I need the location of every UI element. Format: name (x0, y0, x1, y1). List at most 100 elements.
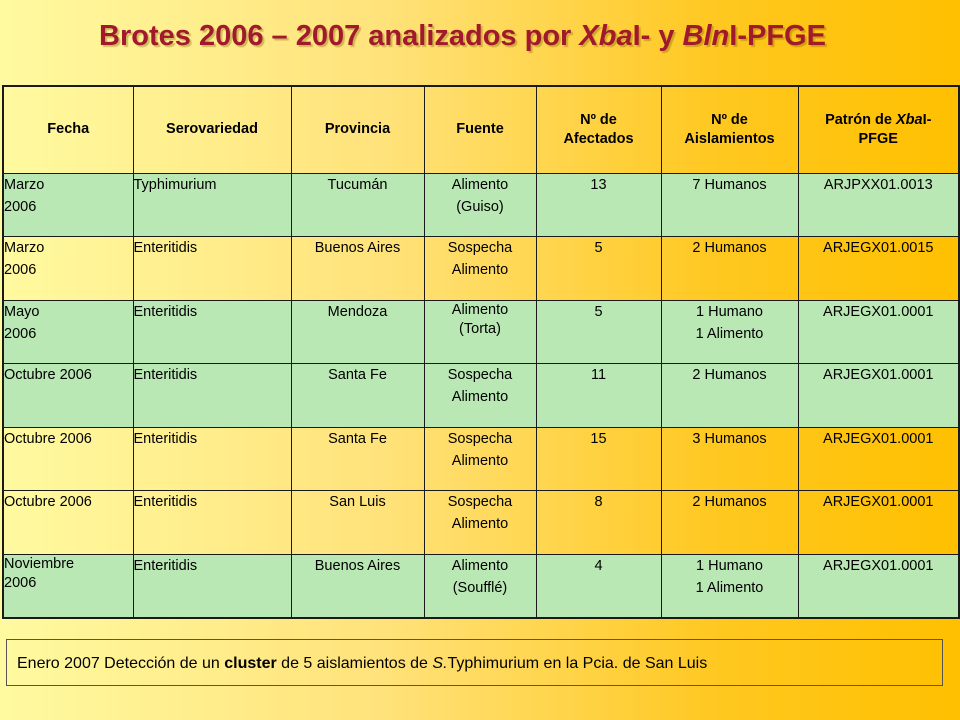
cell-text: Alimento (451, 301, 509, 318)
cell-patron: ARJEGX01.0015 (797, 236, 960, 301)
cell-text: Sospecha (447, 430, 513, 447)
cell-fecha: Marzo 2006 (2, 172, 134, 238)
cell-text: 2006 (4, 262, 37, 279)
cell-aislamientos: 2 Humanos (660, 236, 799, 301)
header-text: I- (922, 111, 932, 128)
cell-patron: ARJEGX01.0001 (797, 363, 960, 428)
table-row: Marzo 2006 Typhimurium Tucumán Alimento (G… (2, 172, 960, 238)
cell-text: 2006 (4, 574, 37, 591)
cell-fecha: Octubre 2006 (2, 426, 134, 492)
cell-aislamientos: 1 Humano 1 Alimento (660, 299, 799, 365)
table-row: Octubre 2006 Enteritidis Santa Fe Sospec… (2, 426, 960, 492)
header-text: Afectados (563, 130, 634, 147)
cell-serovariedad: Enteritidis (132, 490, 292, 555)
cell-aislamientos: 2 Humanos (660, 490, 799, 555)
table-row: Mayo 2006 Enteritidis Mendoza Alimento (To… (2, 299, 960, 365)
cell-patron: ARJEGX01.0001 (797, 490, 960, 555)
title-enzyme-xba: Xba (579, 20, 633, 52)
header-afectados: Nº de Afectados (535, 85, 662, 174)
cell-serovariedad: Enteritidis (132, 553, 292, 619)
cell-afectados: 5 (535, 299, 662, 365)
cell-fuente: Alimento (Guiso) (423, 172, 537, 238)
cell-text: Mayo (4, 303, 40, 320)
cell-serovariedad: Enteritidis (132, 363, 292, 428)
cell-fuente: Sospecha Alimento (423, 236, 537, 301)
title-text: I- y (632, 20, 683, 52)
cell-text: Marzo (4, 176, 45, 193)
cell-text: 1 Humano (696, 303, 763, 320)
cell-text: 2 Humanos (692, 494, 767, 511)
note-text-bold: cluster (224, 655, 277, 672)
cell-text: 1 Humano (696, 557, 763, 574)
cell-patron: ARJPXX01.0013 (797, 172, 960, 238)
header-serovariedad: Serovariedad (132, 85, 292, 174)
outbreaks-table: Fecha Serovariedad Provincia Fuente Nº d… (2, 85, 960, 619)
table-row: Noviembre 2006 Enteritidis Buenos Aires A… (2, 553, 960, 619)
note-text: Enero 2007 Detección de un (17, 655, 225, 672)
cell-aislamientos: 7 Humanos (660, 172, 799, 238)
header-aislamientos: Nº de Aislamientos (660, 85, 799, 174)
title-text: Brotes 2006 – 2007 analizados por (99, 20, 580, 52)
cell-text: 2006 (4, 198, 37, 215)
cell-patron: ARJEGX01.0001 (797, 426, 960, 492)
cell-text: Alimento (451, 262, 509, 279)
table-header-row: Fecha Serovariedad Provincia Fuente Nº d… (2, 85, 960, 174)
cell-serovariedad: Enteritidis (132, 426, 292, 492)
cell-text: Noviembre (4, 555, 75, 572)
cell-provincia: Mendoza (290, 299, 425, 365)
cluster-note: Enero 2007 Detección de un cluster de 5 … (6, 639, 943, 686)
cell-text: Alimento (451, 516, 509, 533)
note-text: Typhimurium en la Pcia. de San Luis (447, 655, 708, 672)
table-row: Marzo 2006 Enteritidis Buenos Aires Sospe… (2, 236, 960, 301)
cell-text: 1 Alimento (695, 579, 764, 596)
cell-serovariedad: Typhimurium (132, 172, 292, 238)
cell-fuente: Sospecha Alimento (423, 490, 537, 555)
cell-fecha: Octubre 2006 (2, 490, 134, 555)
cell-text: Sospecha (447, 240, 513, 257)
cell-provincia: Tucumán (290, 172, 425, 238)
cell-fuente: Alimento (Soufflé) (423, 553, 537, 619)
cell-text: (Soufflé) (452, 579, 508, 596)
cell-text: Alimento (451, 176, 509, 193)
cell-fecha: Octubre 2006 (2, 363, 134, 428)
title-text: I-PFGE (729, 20, 826, 52)
cell-text: 2 Humanos (692, 367, 767, 384)
table-row: Octubre 2006 Enteritidis Santa Fe Sospec… (2, 363, 960, 428)
cell-text: Sospecha (447, 367, 513, 384)
cell-text: Marzo (4, 240, 45, 257)
header-text: Aislamientos (684, 130, 775, 147)
header-text: Nº de (711, 111, 748, 128)
cell-provincia: Buenos Aires (290, 236, 425, 301)
header-text: Patrón de (825, 111, 896, 128)
cell-provincia: Santa Fe (290, 363, 425, 428)
cell-patron: ARJEGX01.0001 (797, 553, 960, 619)
cell-afectados: 11 (535, 363, 662, 428)
cell-afectados: 15 (535, 426, 662, 492)
header-text: Nº de (580, 111, 617, 128)
cell-fecha: Marzo 2006 (2, 236, 134, 301)
cell-text: Alimento (451, 452, 509, 469)
cell-provincia: Santa Fe (290, 426, 425, 492)
table-row: Octubre 2006 Enteritidis San Luis Sospec… (2, 490, 960, 555)
cell-aislamientos: 3 Humanos (660, 426, 799, 492)
cell-text: 2 Humanos (692, 240, 767, 257)
cell-provincia: San Luis (290, 490, 425, 555)
cell-afectados: 8 (535, 490, 662, 555)
cell-serovariedad: Enteritidis (132, 299, 292, 365)
cell-fuente: Sospecha Alimento (423, 426, 537, 492)
page-title: Brotes 2006 – 2007 analizados por XbaI- … (0, 20, 925, 53)
title-enzyme-bln: Bln (682, 20, 730, 52)
cell-text: 2006 (4, 325, 37, 342)
cell-text: Alimento (451, 557, 509, 574)
cell-fuente: Sospecha Alimento (423, 363, 537, 428)
cell-aislamientos: 2 Humanos (660, 363, 799, 428)
cell-fecha: Mayo 2006 (2, 299, 134, 365)
cell-afectados: 5 (535, 236, 662, 301)
note-text-italic: S. (432, 655, 448, 672)
cell-text: Alimento (451, 389, 509, 406)
cell-fuente: Alimento (Torta) (423, 299, 537, 365)
cell-text: Sospecha (447, 494, 513, 511)
cell-text: (Guiso) (456, 198, 504, 215)
cell-afectados: 13 (535, 172, 662, 238)
header-text: PFGE (858, 130, 898, 147)
